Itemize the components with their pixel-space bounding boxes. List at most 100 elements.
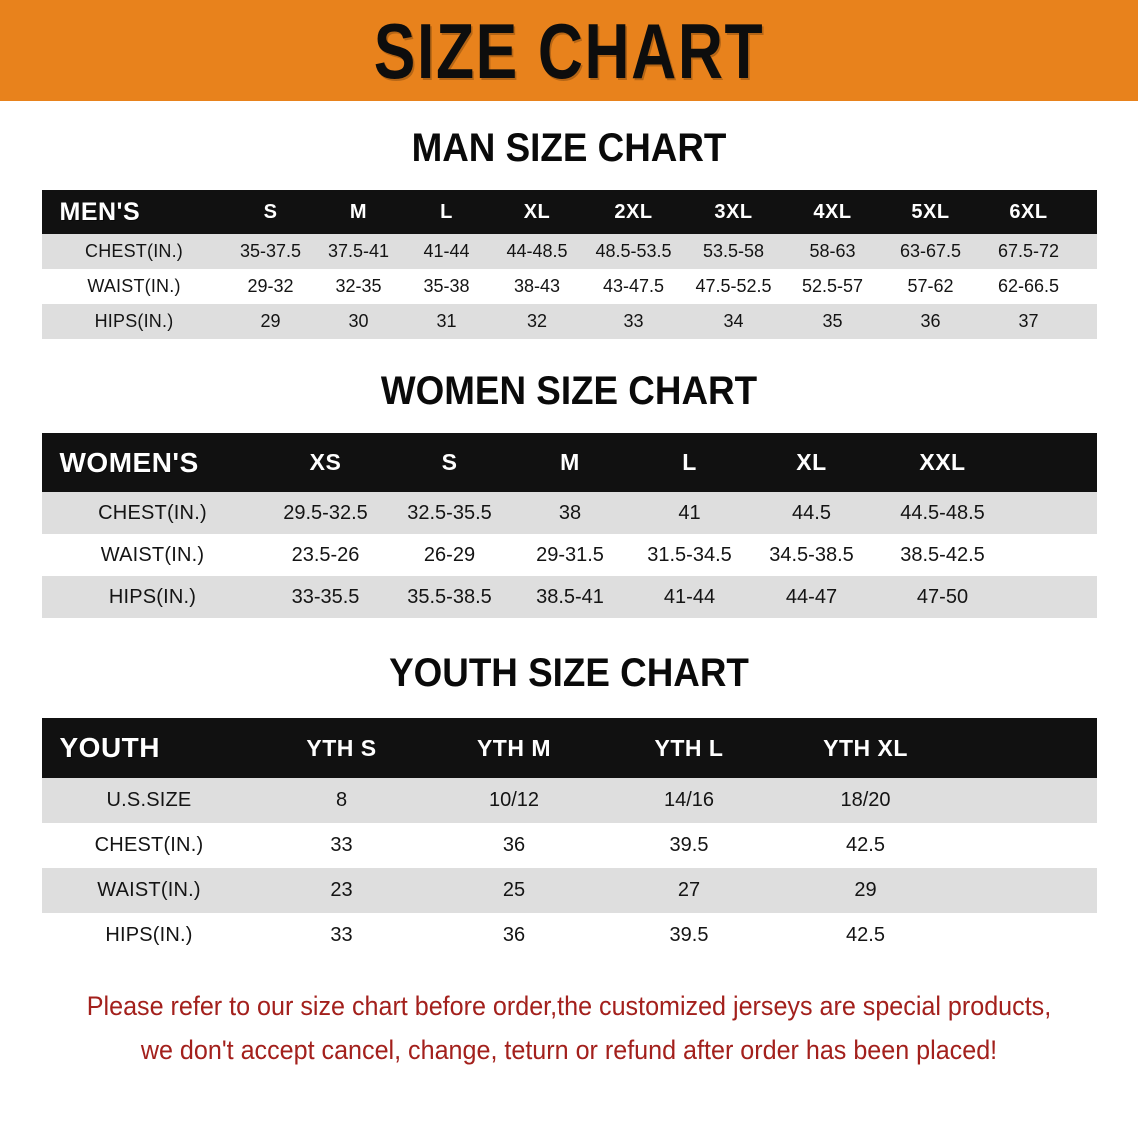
table-cell: 41-44	[402, 234, 491, 269]
women-table-header: WOMEN'S XS S M L XL XXL	[41, 433, 1097, 492]
table-cell: 18/20	[776, 778, 955, 823]
table-cell	[954, 868, 1097, 913]
youth-size-table: YOUTH YTH S YTH M YTH L YTH XL U.S.SIZE …	[41, 718, 1097, 958]
women-row-label-hips: HIPS(IN.)	[41, 576, 264, 618]
youth-col-yth-l: YTH L	[654, 734, 724, 761]
women-row-label-waist: WAIST(IN.)	[41, 534, 264, 576]
women-col-xl: XL	[796, 449, 827, 475]
youth-table-wrapper: YOUTH YTH S YTH M YTH L YTH XL U.S.SIZE …	[41, 718, 1097, 958]
table-cell: 36	[426, 823, 602, 868]
table-cell: 43-47.5	[583, 269, 684, 304]
table-row: WAIST(IN.) 23.5-26 26-29 29-31.5 31.5-34…	[41, 534, 1097, 576]
table-cell: 33	[256, 913, 427, 958]
table-cell: 29-31.5	[511, 534, 629, 576]
table-cell: 33-35.5	[263, 576, 388, 618]
table-cell: 23.5-26	[263, 534, 388, 576]
table-cell: 25	[426, 868, 602, 913]
table-cell: 35-37.5	[226, 234, 315, 269]
man-corner-label: MEN'S	[59, 197, 141, 226]
table-cell: 47-50	[872, 576, 1013, 618]
table-cell: 63-67.5	[881, 234, 980, 269]
table-cell: 44-47	[750, 576, 873, 618]
table-cell: 37.5-41	[314, 234, 403, 269]
table-cell: 29	[226, 304, 315, 339]
man-col-2xl: 2XL	[614, 200, 653, 223]
table-cell: 41-44	[628, 576, 751, 618]
women-size-table: WOMEN'S XS S M L XL XXL CHEST(IN.) 29.5-…	[41, 433, 1097, 618]
youth-row-label-chest: CHEST(IN.)	[41, 823, 257, 868]
order-policy-note: Please refer to our size chart before or…	[19, 984, 1119, 1072]
table-cell: 26-29	[387, 534, 512, 576]
youth-row-label-waist: WAIST(IN.)	[41, 868, 257, 913]
table-cell: 35.5-38.5	[387, 576, 512, 618]
table-header-row: WOMEN'S XS S M L XL XXL	[41, 433, 1097, 492]
table-cell: 48.5-53.5	[583, 234, 684, 269]
table-cell: 38	[511, 492, 629, 534]
table-cell: 38.5-41	[511, 576, 629, 618]
table-cell: 42.5	[776, 913, 955, 958]
table-cell: 33	[256, 823, 427, 868]
table-cell: 67.5-72	[979, 234, 1078, 269]
table-cell: 53.5-58	[683, 234, 784, 269]
table-cell: 57-62	[881, 269, 980, 304]
man-col-s: S	[263, 200, 278, 223]
table-cell	[1077, 234, 1097, 269]
table-row: CHEST(IN.) 33 36 39.5 42.5	[41, 823, 1097, 868]
table-cell: 62-66.5	[979, 269, 1078, 304]
table-cell: 38-43	[490, 269, 584, 304]
note-line-1: Please refer to our size chart before or…	[86, 991, 1052, 1021]
youth-row-label-us-size: U.S.SIZE	[41, 778, 257, 823]
women-col-xs: XS	[309, 449, 342, 475]
table-cell: 37	[979, 304, 1078, 339]
table-cell: 32-35	[314, 269, 403, 304]
table-cell: 38.5-42.5	[872, 534, 1013, 576]
man-col-xl: XL	[523, 200, 551, 223]
youth-table-body: U.S.SIZE 8 10/12 14/16 18/20 CHEST(IN.) …	[41, 778, 1097, 958]
table-cell: 47.5-52.5	[683, 269, 784, 304]
women-col-l: L	[682, 449, 697, 475]
table-cell: 41	[628, 492, 751, 534]
table-cell: 34.5-38.5	[750, 534, 873, 576]
youth-col-blank	[954, 718, 1097, 778]
man-table-body: CHEST(IN.) 35-37.5 37.5-41 41-44 44-48.5…	[41, 234, 1097, 339]
table-cell: 30	[314, 304, 403, 339]
page-banner: SIZE CHART	[0, 0, 1138, 101]
table-cell: 31.5-34.5	[628, 534, 751, 576]
table-cell: 34	[683, 304, 784, 339]
women-col-xxl: XXL	[919, 449, 966, 475]
table-cell: 52.5-57	[783, 269, 882, 304]
man-col-5xl: 5XL	[911, 200, 950, 223]
man-col-blank	[1077, 190, 1097, 234]
table-cell: 29-32	[226, 269, 315, 304]
table-cell: 29.5-32.5	[263, 492, 388, 534]
table-row: WAIST(IN.) 23 25 27 29	[41, 868, 1097, 913]
youth-corner-label: YOUTH	[59, 732, 160, 763]
man-size-table: MEN'S S M L XL 2XL 3XL 4XL 5XL 6XL CHEST…	[41, 190, 1097, 339]
banner-title: SIZE CHART	[373, 6, 765, 95]
table-cell	[1012, 492, 1097, 534]
women-corner-label: WOMEN'S	[59, 446, 199, 478]
table-cell	[1012, 576, 1097, 618]
man-col-l: L	[440, 200, 453, 223]
table-cell: 36	[426, 913, 602, 958]
table-row: U.S.SIZE 8 10/12 14/16 18/20	[41, 778, 1097, 823]
youth-col-yth-xl: YTH XL	[823, 734, 908, 761]
table-cell: 58-63	[783, 234, 882, 269]
table-cell	[1077, 304, 1097, 339]
table-cell	[954, 778, 1097, 823]
table-row: CHEST(IN.) 35-37.5 37.5-41 41-44 44-48.5…	[41, 234, 1097, 269]
women-col-m: M	[560, 449, 580, 475]
table-cell: 35-38	[402, 269, 491, 304]
women-col-blank	[1012, 433, 1097, 492]
table-row: CHEST(IN.) 29.5-32.5 32.5-35.5 38 41 44.…	[41, 492, 1097, 534]
table-cell: 36	[881, 304, 980, 339]
table-row: HIPS(IN.) 33 36 39.5 42.5	[41, 913, 1097, 958]
table-row: HIPS(IN.) 29 30 31 32 33 34 35 36 37	[41, 304, 1097, 339]
note-line-2: we don't accept cancel, change, teturn o…	[140, 1035, 998, 1065]
table-cell: 44.5-48.5	[872, 492, 1013, 534]
table-cell	[954, 823, 1097, 868]
youth-table-header: YOUTH YTH S YTH M YTH L YTH XL	[41, 718, 1097, 778]
table-header-row: YOUTH YTH S YTH M YTH L YTH XL	[41, 718, 1097, 778]
man-row-label-hips: HIPS(IN.)	[41, 304, 227, 339]
